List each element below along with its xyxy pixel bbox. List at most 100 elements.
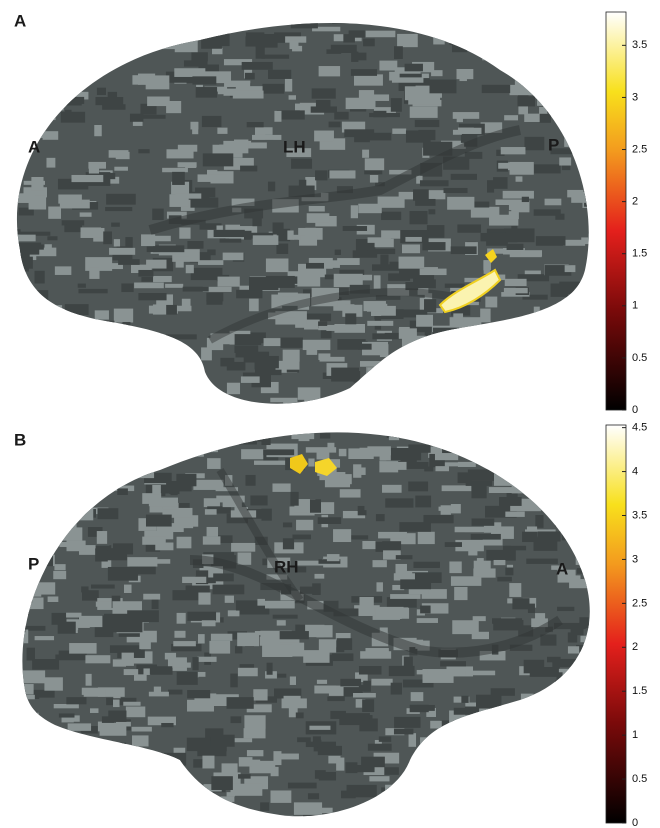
gyrus-patch: [517, 805, 539, 812]
gyrus-patch: [187, 445, 204, 457]
gyrus-patch: [122, 321, 131, 328]
gyrus-patch: [22, 454, 44, 463]
gyrus-patch: [78, 288, 108, 294]
gyrus-patch: [391, 363, 421, 374]
gyrus-patch: [576, 85, 589, 91]
gyrus-patch: [545, 102, 568, 107]
gyrus-patch: [580, 411, 589, 421]
gyrus-patch: [394, 716, 421, 728]
gyrus-patch: [440, 661, 466, 667]
gyrus-patch: [350, 449, 382, 457]
gyrus-patch: [364, 158, 385, 171]
gyrus-patch: [294, 103, 320, 111]
gyrus-patch: [241, 449, 269, 460]
gyrus-patch: [62, 498, 77, 506]
gyrus-patch: [561, 102, 570, 108]
gyrus-patch: [78, 615, 103, 628]
gyrus-patch: [567, 189, 584, 198]
gyrus-patch: [281, 698, 307, 709]
gyrus-patch: [351, 51, 359, 62]
gyrus-patch: [416, 669, 428, 675]
gyrus-patch: [314, 573, 325, 579]
gyrus-patch: [112, 659, 127, 667]
gyrus-patch: [454, 780, 479, 786]
gyrus-patch: [131, 334, 154, 342]
gyrus-patch: [202, 536, 221, 545]
gyrus-patch: [270, 397, 298, 403]
gyrus-patch: [577, 11, 599, 19]
gyrus-patch: [147, 824, 169, 828]
gyrus-patch: [345, 97, 376, 110]
gyrus-patch: [60, 506, 90, 515]
gyrus-patch: [575, 379, 589, 389]
gyrus-patch: [425, 775, 454, 784]
gyrus-patch: [153, 686, 162, 695]
gyrus-patch: [55, 527, 83, 541]
gyrus-patch: [363, 301, 386, 312]
gyrus-patch: [31, 176, 44, 191]
gyrus-patch: [428, 446, 452, 458]
gyrus-patch: [278, 823, 304, 828]
gyrus-patch: [203, 552, 235, 562]
gyrus-patch: [420, 605, 431, 614]
gyrus-patch: [277, 292, 298, 297]
gyrus-patch: [102, 744, 131, 757]
gyrus-patch: [197, 656, 217, 662]
gyrus-patch: [392, 584, 405, 591]
gyrus-patch: [307, 412, 329, 416]
gyrus-patch: [588, 648, 590, 656]
gyrus-patch: [515, 353, 538, 360]
gyrus-patch: [247, 759, 261, 764]
gyrus-patch: [94, 320, 115, 334]
gyrus-patch: [283, 401, 296, 404]
gyrus-patch: [318, 353, 331, 360]
gyrus-patch: [79, 480, 105, 492]
gyrus-patch: [461, 695, 469, 703]
gyrus-patch: [260, 802, 270, 811]
colorbar-tick-label: 4: [632, 465, 638, 477]
gyrus-patch: [333, 529, 352, 543]
gyrus-patch: [526, 558, 558, 564]
gyrus-patch: [504, 35, 519, 46]
gyrus-patch: [202, 796, 225, 802]
gyrus-patch: [471, 432, 488, 436]
gyrus-patch: [174, 630, 186, 638]
gyrus-patch: [222, 816, 247, 817]
gyrus-patch: [16, 422, 44, 428]
gyrus-patch: [22, 757, 39, 765]
gyrus-patch: [138, 269, 154, 277]
gyrus-patch: [16, 193, 35, 203]
gyrus-patch: [175, 406, 183, 418]
gyrus-patch: [176, 473, 197, 487]
gyrus-patch: [470, 206, 500, 218]
gyrus-patch: [174, 68, 206, 77]
gyrus-patch: [163, 304, 177, 315]
gyrus-patch: [39, 31, 56, 44]
gyrus-patch: [297, 737, 311, 743]
gyrus-patch: [571, 489, 579, 497]
gyrus-patch: [173, 256, 189, 261]
gyrus-patch: [550, 3, 580, 10]
colorbar-tick-label: 3: [632, 91, 638, 103]
gyrus-patch: [553, 1, 562, 9]
gyrus-patch: [367, 446, 391, 456]
gyrus-patch: [448, 727, 462, 740]
gyrus-patch: [507, 375, 516, 383]
colorbar-tick-label: 2.5: [632, 597, 647, 609]
gyrus-patch: [584, 194, 589, 207]
gyrus-patch: [517, 37, 527, 42]
gyrus-patch: [522, 294, 548, 300]
gyrus-patch: [373, 752, 400, 764]
gyrus-patch: [162, 783, 179, 789]
gyrus-patch: [270, 790, 292, 803]
gyrus-patch: [240, 376, 260, 383]
gyrus-patch: [270, 413, 286, 421]
gyrus-patch: [362, 149, 370, 158]
gyrus-patch: [45, 552, 54, 567]
gyrus-patch: [505, 545, 527, 551]
gyrus-patch: [61, 451, 93, 466]
gyrus-patch: [308, 205, 325, 212]
gyrus-patch: [51, 460, 75, 465]
gyrus-patch: [17, 108, 30, 116]
gyrus-patch: [526, 526, 538, 533]
